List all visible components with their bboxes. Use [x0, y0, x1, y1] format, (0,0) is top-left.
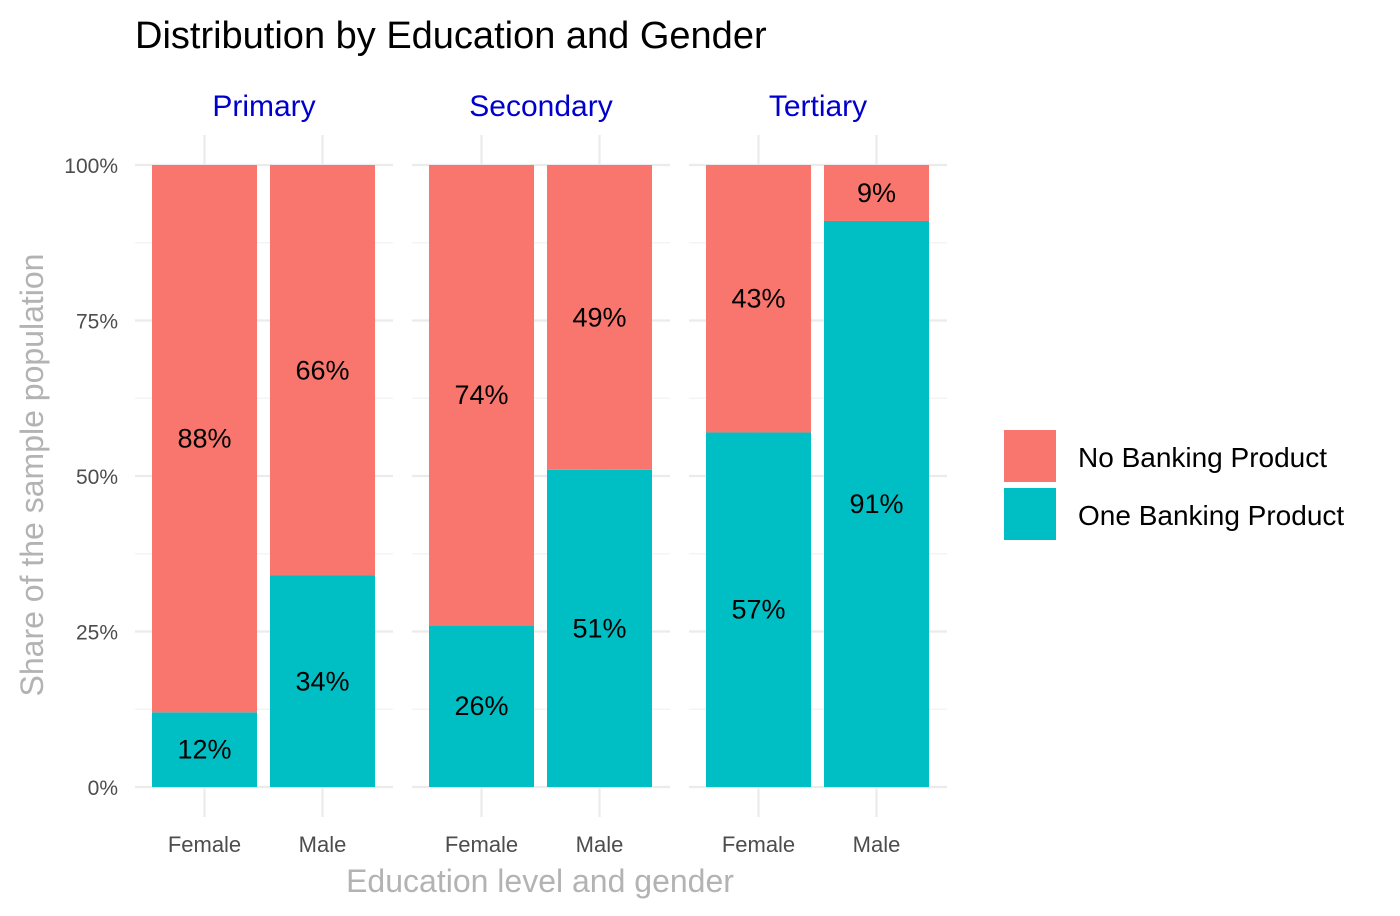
bar-secondary-female-one-banking-product [429, 625, 534, 787]
bar-label: 43% [731, 284, 785, 314]
bar-label: 49% [572, 302, 626, 332]
bar-tertiary-male-no-banking-product [824, 165, 929, 221]
bar-label: 57% [731, 595, 785, 625]
bar-secondary-female-no-banking-product [429, 165, 534, 626]
facet-panel-secondary: Secondary 26% 74% Female 51% 49% Male [412, 90, 670, 857]
bar-label: 88% [177, 424, 231, 454]
x-tick-label: Female [168, 832, 241, 857]
chart-title: Distribution by Education and Gender [135, 15, 767, 57]
bar-primary-male-no-banking-product [270, 165, 375, 576]
bar-label: 26% [454, 691, 508, 721]
facet-panel-tertiary: Tertiary 57% 43% Female 91% 9% Male [689, 90, 947, 857]
facet-label-primary: Primary [212, 90, 315, 123]
bar-primary-female-no-banking-product [152, 165, 257, 713]
facet-label-secondary: Secondary [469, 90, 612, 123]
x-tick-label: Female [445, 832, 518, 857]
bar-label: 91% [849, 489, 903, 519]
facet-label-tertiary: Tertiary [769, 90, 867, 123]
bar-label: 34% [295, 666, 349, 696]
legend-key-no-banking-product [1004, 430, 1056, 482]
y-tick-label: 50% [76, 466, 118, 489]
legend-key-one-banking-product [1004, 488, 1056, 540]
y-tick-label: 100% [64, 155, 118, 178]
x-axis-label: Education level and gender [346, 863, 734, 899]
legend-label-no-banking-product: No Banking Product [1078, 442, 1327, 473]
bar-label: 9% [857, 178, 896, 208]
bar-label: 51% [572, 613, 626, 643]
bar-tertiary-female-one-banking-product [706, 432, 811, 787]
y-axis-label: Share of the sample population [14, 254, 50, 697]
y-axis: 0% 25% 50% 75% 100% [64, 155, 118, 800]
bar-secondary-male-one-banking-product [547, 469, 652, 787]
x-tick-label: Female [722, 832, 795, 857]
y-tick-label: 0% [88, 777, 118, 800]
facet-panel-primary: Primary 12% 88% Female 34% 66% Male [135, 90, 393, 857]
bar-label: 66% [295, 355, 349, 385]
x-tick-label: Male [853, 832, 901, 857]
bar-tertiary-female-no-banking-product [706, 165, 811, 433]
y-tick-label: 25% [76, 622, 118, 645]
bar-label: 74% [454, 380, 508, 410]
x-tick-label: Male [299, 832, 347, 857]
bar-tertiary-male-one-banking-product [824, 220, 929, 788]
legend-label-one-banking-product: One Banking Product [1078, 500, 1344, 531]
bar-primary-male-one-banking-product [270, 575, 375, 787]
bar-label: 12% [177, 735, 231, 765]
y-tick-label: 75% [76, 311, 118, 334]
x-tick-label: Male [576, 832, 624, 857]
bar-secondary-male-no-banking-product [547, 165, 652, 470]
bar-primary-female-one-banking-product [152, 712, 257, 787]
facet-panels: Primary 12% 88% Female 34% 66% Male Secondary 26… [135, 90, 947, 857]
legend: No Banking Product One Banking Product [1004, 430, 1344, 540]
